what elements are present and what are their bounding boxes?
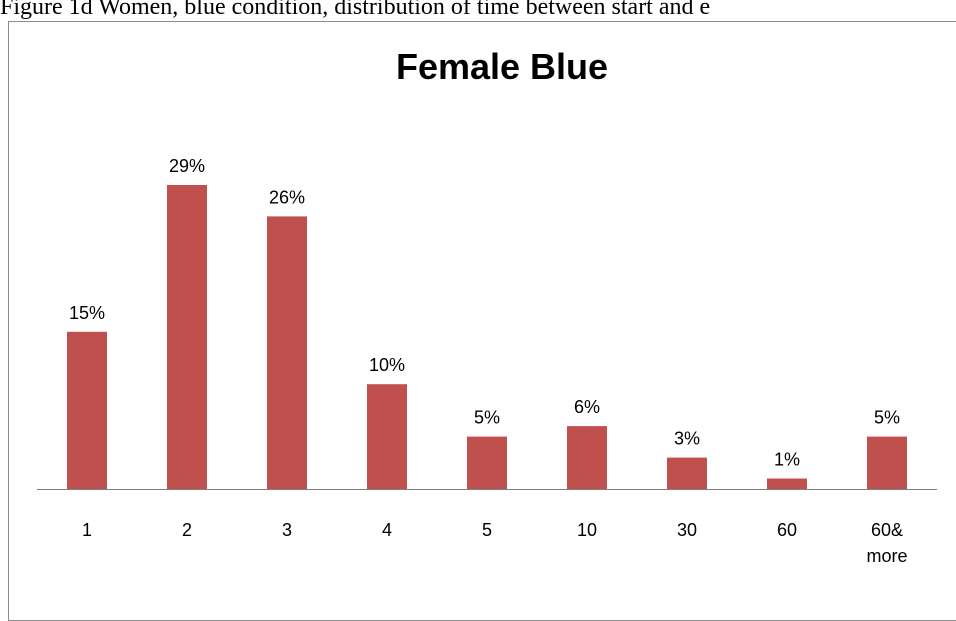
x-tick-label-3: 3	[282, 520, 292, 540]
chart-title: Female Blue	[396, 46, 608, 87]
bar-5	[467, 436, 507, 489]
value-label-4: 10%	[369, 355, 405, 375]
x-tick-label-9: 60& more	[866, 520, 907, 566]
x-tick-label-4: 4	[382, 520, 392, 540]
value-label-9: 5%	[874, 408, 900, 428]
value-labels-group: 15% 29% 26% 10% 5% 6% 3% 1% 5%	[69, 156, 900, 470]
bar-2	[167, 185, 207, 489]
value-label-3: 26%	[269, 187, 305, 207]
value-label-7: 3%	[674, 429, 700, 449]
bar-1	[67, 331, 107, 489]
bar-9	[867, 436, 907, 489]
x-tick-label-6: 10	[577, 520, 597, 540]
value-label-1: 15%	[69, 303, 105, 323]
x-tick-label-2: 2	[182, 520, 192, 540]
bar-7	[667, 457, 707, 489]
bar-3	[267, 216, 307, 489]
value-label-6: 6%	[574, 397, 600, 417]
bar-8	[767, 478, 807, 489]
x-tick-label-5: 5	[482, 520, 492, 540]
bars-group	[67, 185, 907, 489]
value-label-2: 29%	[169, 156, 205, 176]
value-label-8: 1%	[774, 450, 800, 470]
x-tick-label-1: 1	[82, 520, 92, 540]
bar-6	[567, 426, 607, 489]
bar-4	[367, 384, 407, 489]
x-tick-labels-group: 1 2 3 4 5 10 30 60 60& more	[82, 520, 908, 566]
figure-caption: Figure 1d Women, blue condition, distrib…	[0, 0, 711, 20]
bar-chart: Female Blue 15% 29% 26% 10% 5% 6% 3% 1% 5% 1 2 3 4 5…	[37, 46, 937, 566]
x-tick-label-7: 30	[677, 520, 697, 540]
x-tick-label-8: 60	[777, 520, 797, 540]
value-label-5: 5%	[474, 408, 500, 428]
